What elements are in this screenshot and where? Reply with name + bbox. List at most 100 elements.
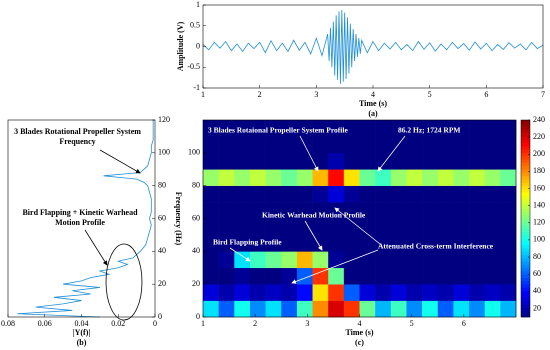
heat-cell xyxy=(359,284,376,301)
annotation: 3 Blades Rotational Propeller System Fre… xyxy=(14,127,141,146)
heat-cell xyxy=(484,152,501,170)
heat-cell xyxy=(437,136,454,154)
colorbar-step xyxy=(521,294,530,298)
x-tick-label: 0.02 xyxy=(111,319,125,328)
heat-cell xyxy=(422,202,439,219)
heat-cell xyxy=(422,169,439,186)
x-tick-label: 4 xyxy=(358,319,362,328)
heat-cell xyxy=(234,169,251,186)
heat-cell xyxy=(328,251,345,269)
heat-cell xyxy=(234,120,251,137)
caption: (c) xyxy=(355,338,364,347)
colorbar-tick-label: 20 xyxy=(533,303,541,312)
heat-cell xyxy=(249,136,266,154)
colorbar-step xyxy=(521,202,530,206)
heat-cell xyxy=(359,218,376,236)
heat-cell xyxy=(218,251,235,269)
annotation: Bird Flapping Profile xyxy=(213,238,282,247)
heat-cell xyxy=(343,120,360,137)
colorbar-step xyxy=(521,248,530,252)
heat-cell xyxy=(437,267,454,285)
heat-cell xyxy=(265,284,282,301)
heat-cell xyxy=(281,202,298,219)
heat-cell xyxy=(375,218,392,236)
heat-cell xyxy=(500,185,517,203)
heat-cell xyxy=(422,185,439,203)
heat-cell xyxy=(375,284,392,301)
heat-cell xyxy=(265,218,282,236)
heat-cell xyxy=(328,120,345,137)
heat-cell xyxy=(375,300,392,318)
heat-cell xyxy=(343,218,360,236)
heat-cell xyxy=(422,251,439,269)
heat-cell xyxy=(203,202,219,219)
colorbar-step xyxy=(521,287,530,292)
colorbar-tick-label: 40 xyxy=(533,286,541,295)
x-tick-label: 3 xyxy=(305,319,309,328)
heat-cell xyxy=(249,267,266,285)
x-tick-label: 2 xyxy=(258,90,262,99)
heat-cell xyxy=(359,120,376,137)
heat-cell xyxy=(500,284,517,301)
y-tick-label: 40 xyxy=(158,246,166,255)
heat-cell xyxy=(469,136,485,154)
colorbar-step xyxy=(521,225,530,229)
heat-cell xyxy=(390,185,407,203)
heat-cell xyxy=(296,169,313,186)
heat-cell xyxy=(203,152,219,170)
heat-cell xyxy=(422,234,439,252)
heat-cell xyxy=(484,202,501,219)
heat-cell xyxy=(469,185,485,203)
x-tick-label: 5 xyxy=(410,319,414,328)
heat-cell xyxy=(296,202,313,219)
heat-cell xyxy=(469,300,485,318)
y-tick-label: 80 xyxy=(158,180,166,189)
heat-cell xyxy=(312,300,329,318)
colorbar-step xyxy=(521,162,530,167)
heat-cell xyxy=(234,251,251,269)
heat-cell xyxy=(375,267,392,285)
heat-cell xyxy=(390,234,407,252)
x-tick-label: 3 xyxy=(314,90,318,99)
x-axis-label: |Y(f)| xyxy=(73,328,91,337)
heat-cell xyxy=(500,218,517,236)
heat-cell xyxy=(312,267,329,285)
colorbar-step xyxy=(521,142,530,147)
x-tick-label: 1 xyxy=(201,90,205,99)
colorbar-step xyxy=(521,182,530,186)
colorbar-step xyxy=(521,310,530,315)
heat-cell xyxy=(390,267,407,285)
colorbar-step xyxy=(521,264,530,269)
heat-cell xyxy=(281,218,298,236)
heat-cell xyxy=(343,169,360,186)
colorbar-step xyxy=(521,228,530,232)
heat-cell xyxy=(343,284,360,301)
heat-cell xyxy=(469,218,485,236)
heat-cell xyxy=(265,300,282,318)
heat-cell xyxy=(422,218,439,236)
y-tick-label: 120 xyxy=(158,115,170,124)
heat-cell xyxy=(437,284,454,301)
heat-cell xyxy=(265,267,282,285)
heat-cell xyxy=(343,234,360,252)
annotation: 3 Blades Rotaional Propeller System Prof… xyxy=(208,126,348,135)
y-tick-label: 20 xyxy=(192,279,200,288)
heat-cell xyxy=(390,169,407,186)
heat-cell xyxy=(328,169,345,186)
heat-cell xyxy=(375,169,392,186)
x-axis-label: Time (s) xyxy=(345,328,373,337)
heat-cell xyxy=(203,136,219,154)
heat-cell xyxy=(296,267,313,285)
colorbar-step xyxy=(521,192,530,196)
heat-cell xyxy=(281,185,298,203)
heat-cell xyxy=(500,267,517,285)
heat-cell xyxy=(328,218,345,236)
heat-cell xyxy=(343,185,360,203)
heat-cell xyxy=(359,152,376,170)
heat-cell xyxy=(406,169,423,186)
heat-cell xyxy=(484,300,501,318)
x-tick-label: 0 xyxy=(153,319,157,328)
annotation-marks xyxy=(84,149,143,321)
heat-cell xyxy=(359,202,376,219)
heat-cell xyxy=(312,251,329,269)
